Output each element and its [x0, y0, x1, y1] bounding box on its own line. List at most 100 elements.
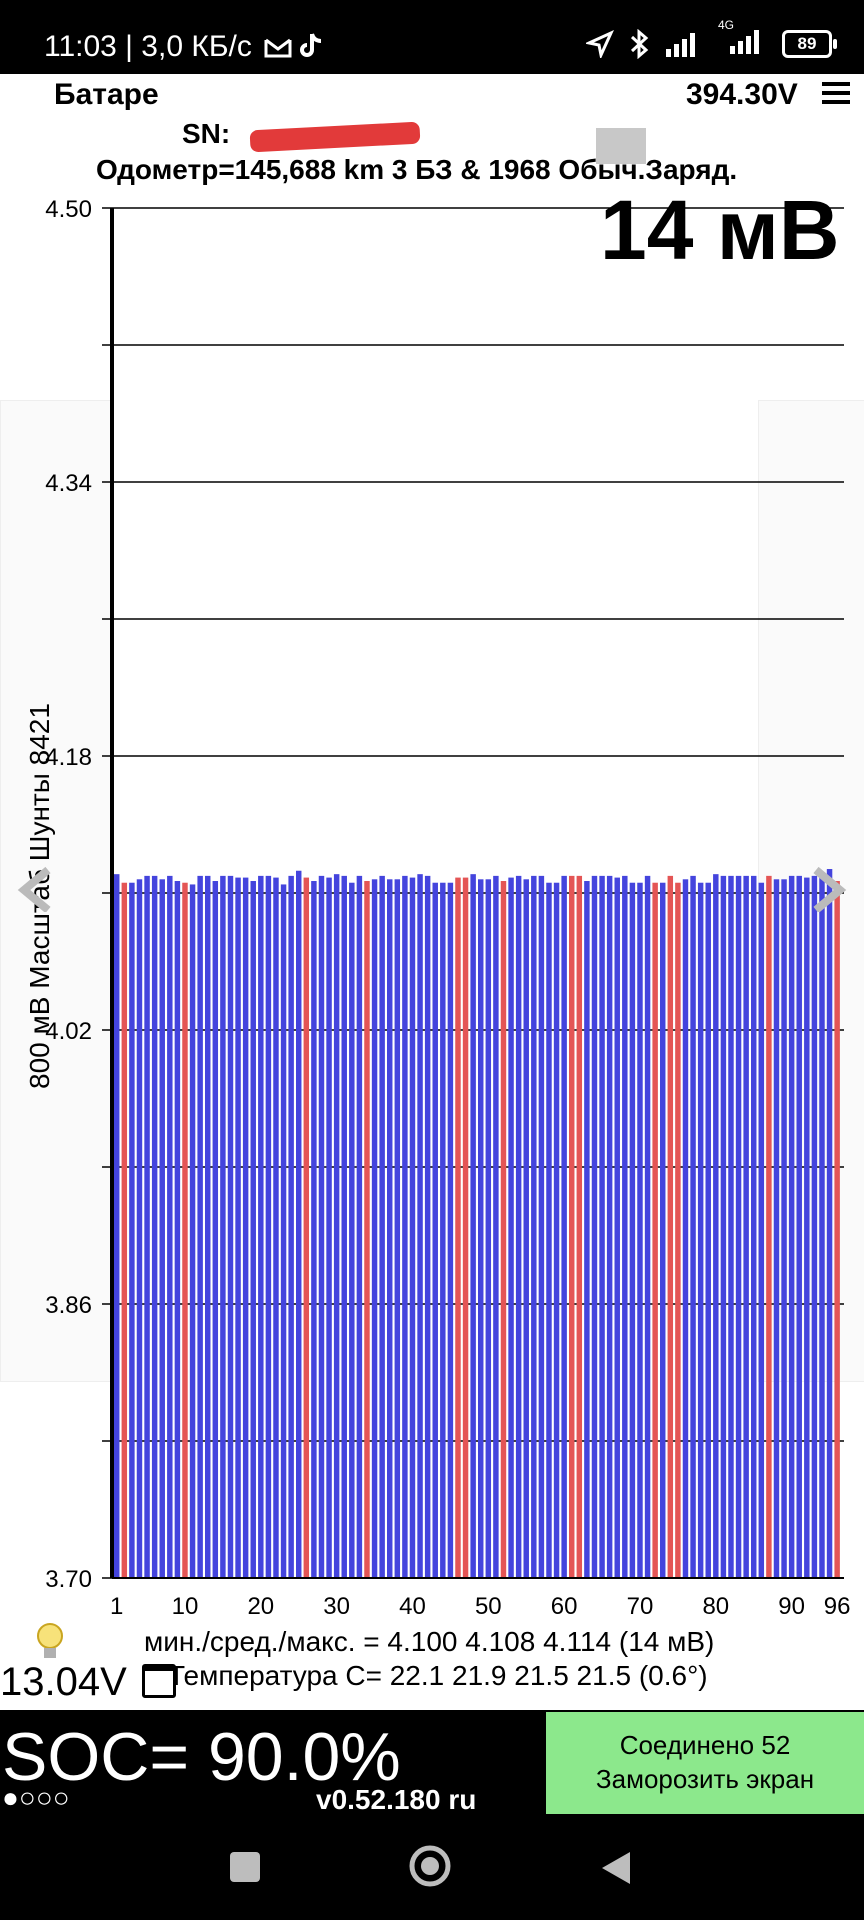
recents-icon[interactable] — [230, 1852, 260, 1882]
cell-bar — [675, 882, 681, 1578]
cell-bar — [629, 882, 636, 1578]
cell-bar — [333, 874, 340, 1578]
cell-bar — [690, 875, 696, 1578]
cell-bar — [129, 882, 135, 1578]
tiktok-icon — [300, 33, 322, 57]
y-tick-label: 3.86 — [45, 1292, 92, 1319]
x-tick-label: 60 — [551, 1593, 578, 1620]
cell-bar — [144, 875, 150, 1578]
cell-voltage-chart: 4.50 4.34 4.18 4.02 3.86 3.70 1 10 20 30 40 50 60 70 8… — [45, 196, 851, 1620]
x-tick-label: 90 — [778, 1593, 805, 1620]
y-tick-label: 4.02 — [45, 1018, 92, 1045]
y-tick-label: 4.50 — [45, 196, 92, 223]
x-tick-label: 70 — [627, 1593, 654, 1620]
cell-bar — [296, 870, 302, 1578]
battery-title: Батаре — [54, 78, 159, 111]
prev-page-panel — [0, 400, 112, 1382]
x-tick-label: 1 — [110, 1593, 123, 1620]
x-tick-label: 80 — [702, 1593, 729, 1620]
cell-bar — [637, 882, 643, 1578]
x-tick-label: 30 — [323, 1593, 350, 1620]
cell-bar — [114, 874, 120, 1578]
cell-bar — [758, 882, 765, 1578]
cell-bar — [493, 875, 499, 1578]
x-tick-label: 50 — [475, 1593, 502, 1620]
cell-bar — [235, 877, 241, 1578]
location-icon — [586, 29, 614, 58]
page-dots: ●○○○ — [2, 1782, 70, 1813]
cell-bar — [735, 875, 742, 1578]
calendar-icon — [142, 1664, 176, 1698]
status-time: 11:03 | 3,0 КБ/с — [44, 30, 252, 63]
cell-bar — [569, 875, 575, 1578]
y-tick-label: 4.34 — [45, 470, 92, 497]
cell-bar — [182, 882, 188, 1578]
cell-bar — [773, 879, 780, 1578]
redaction-white — [170, 84, 650, 110]
cell-bar — [622, 875, 628, 1578]
connection-button[interactable]: Соединено 52 Заморозить экран — [546, 1712, 864, 1816]
status-icons: 4G 89 — [586, 18, 837, 59]
min-avg-max: мин./сред./макс. = 4.100 4.108 4.114 (14… — [144, 1626, 715, 1657]
cell-bar — [288, 875, 294, 1578]
cell-bar — [151, 875, 158, 1578]
cell-bar — [447, 882, 454, 1578]
gmail-icon — [264, 38, 292, 58]
cell-bar — [364, 881, 370, 1578]
app-version: v0.52.180 ru — [316, 1784, 477, 1815]
cell-bar — [500, 881, 507, 1578]
cell-bar — [136, 879, 143, 1578]
x-tick-label: 10 — [172, 1593, 199, 1620]
cell-bar — [303, 877, 310, 1578]
cell-bar — [606, 875, 613, 1578]
cell-bar — [682, 879, 689, 1578]
cell-bar — [614, 877, 620, 1578]
cell-bar — [728, 875, 734, 1578]
freeze-screen-label: Заморозить экран — [595, 1764, 815, 1794]
cell-bar — [242, 877, 249, 1578]
aux-voltage: 13.04V — [0, 1660, 127, 1704]
cell-bar — [402, 875, 408, 1578]
cell-bar — [713, 874, 719, 1578]
temperature-line: Температура С= 22.1 21.9 21.5 21.5 (0.6°… — [168, 1660, 708, 1691]
cell-bar — [227, 875, 234, 1578]
cell-bar — [720, 875, 727, 1578]
home-icon[interactable] — [408, 1844, 452, 1888]
cell-bar — [788, 875, 795, 1578]
cell-bar — [311, 881, 317, 1578]
cell-bar — [394, 879, 401, 1578]
cell-bar — [159, 879, 165, 1578]
cell-bar — [189, 884, 196, 1578]
cell-bar — [440, 882, 446, 1578]
x-tick-label: 96 — [824, 1593, 851, 1620]
cell-bar — [576, 875, 583, 1578]
cell-bar — [197, 875, 203, 1578]
cell-bar — [356, 875, 363, 1578]
cell-bar — [379, 875, 385, 1578]
cell-bar — [250, 881, 256, 1578]
cell-bar — [826, 869, 833, 1578]
cell-bar — [220, 875, 226, 1578]
cell-bar — [470, 874, 476, 1578]
cell-bar — [660, 882, 666, 1578]
cell-bar — [265, 875, 272, 1578]
cell-bar — [751, 875, 757, 1578]
menu-icon[interactable] — [822, 82, 850, 106]
back-icon[interactable] — [598, 1848, 634, 1888]
cell-bar — [599, 875, 605, 1578]
x-tick-label: 20 — [247, 1593, 274, 1620]
serial-number: SN: — [182, 118, 231, 149]
chevron-left-icon[interactable] — [14, 866, 60, 912]
cell-bar — [508, 877, 514, 1578]
cell-bar — [455, 877, 461, 1578]
cell-bar — [644, 875, 651, 1578]
soc-value: SOC= 90.0% — [2, 1719, 401, 1795]
bluetooth-icon — [630, 28, 649, 59]
chevron-right-icon[interactable] — [806, 866, 852, 912]
cell-bar — [424, 875, 431, 1578]
lightbulb-icon — [37, 1623, 63, 1658]
cell-bar — [591, 875, 598, 1578]
cell-bar — [205, 875, 211, 1578]
cell-bar — [546, 882, 552, 1578]
cell-bar — [781, 879, 787, 1578]
